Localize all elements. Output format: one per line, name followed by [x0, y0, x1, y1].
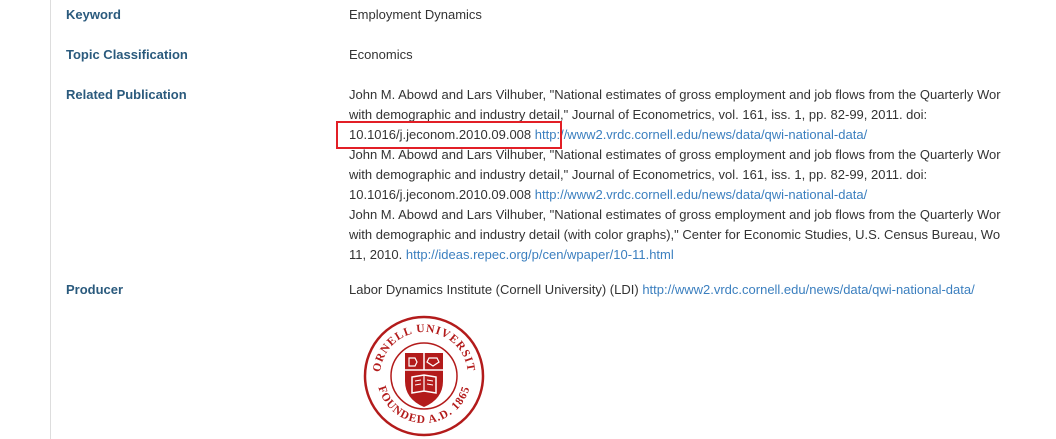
field-value-keyword: Employment Dynamics — [349, 7, 482, 22]
publication-3-date: 11, 2010. — [349, 247, 403, 262]
publication-2-doi: 10.1016/j.jeconom.2010.09.008 — [349, 187, 532, 202]
cornell-seal-logo: CORNELL UNIVERSITY FOUNDED A.D. 1865 — [363, 315, 485, 437]
publication-1-line3: 10.1016/j.jeconom.2010.09.008 http://www… — [349, 125, 1056, 145]
publication-1-link[interactable]: http://www2.vrdc.cornell.edu/news/data/q… — [534, 127, 868, 142]
related-publication-list: John M. Abowd and Lars Vilhuber, "Nation… — [349, 85, 1056, 265]
publication-1: John M. Abowd and Lars Vilhuber, "Nation… — [349, 85, 1056, 145]
publication-3-line2: with demographic and industry detail (wi… — [349, 227, 1001, 242]
publication-2-line2: with demographic and industry detail," J… — [349, 167, 928, 182]
publication-3-line3: 11, 2010. http://ideas.repec.org/p/cen/w… — [349, 245, 1056, 265]
publication-3-line1: John M. Abowd and Lars Vilhuber, "Nation… — [349, 207, 1001, 222]
publication-2-line1: John M. Abowd and Lars Vilhuber, "Nation… — [349, 147, 1001, 162]
publication-1-line1: John M. Abowd and Lars Vilhuber, "Nation… — [349, 87, 1001, 102]
publication-3-link[interactable]: http://ideas.repec.org/p/cen/wpaper/10-1… — [405, 247, 674, 262]
producer-name: Labor Dynamics Institute (Cornell Univer… — [349, 282, 639, 297]
publication-1-line2: with demographic and industry detail," J… — [349, 107, 928, 122]
field-label-related: Related Publication — [66, 87, 187, 102]
field-label-producer: Producer — [66, 282, 124, 297]
producer-link[interactable]: http://www2.vrdc.cornell.edu/news/data/q… — [642, 282, 975, 297]
publication-2: John M. Abowd and Lars Vilhuber, "Nation… — [349, 145, 1056, 205]
left-divider — [50, 0, 51, 439]
field-value-topic: Economics — [349, 47, 413, 62]
field-label-keyword: Keyword — [66, 7, 121, 22]
publication-1-doi: 10.1016/j.jeconom.2010.09.008 — [349, 127, 532, 142]
field-value-producer: Labor Dynamics Institute (Cornell Univer… — [349, 280, 1056, 300]
publication-2-line3: 10.1016/j.jeconom.2010.09.008 http://www… — [349, 185, 1056, 205]
publication-3: John M. Abowd and Lars Vilhuber, "Nation… — [349, 205, 1056, 265]
field-label-topic: Topic Classification — [66, 47, 188, 62]
publication-2-link[interactable]: http://www2.vrdc.cornell.edu/news/data/q… — [534, 187, 868, 202]
